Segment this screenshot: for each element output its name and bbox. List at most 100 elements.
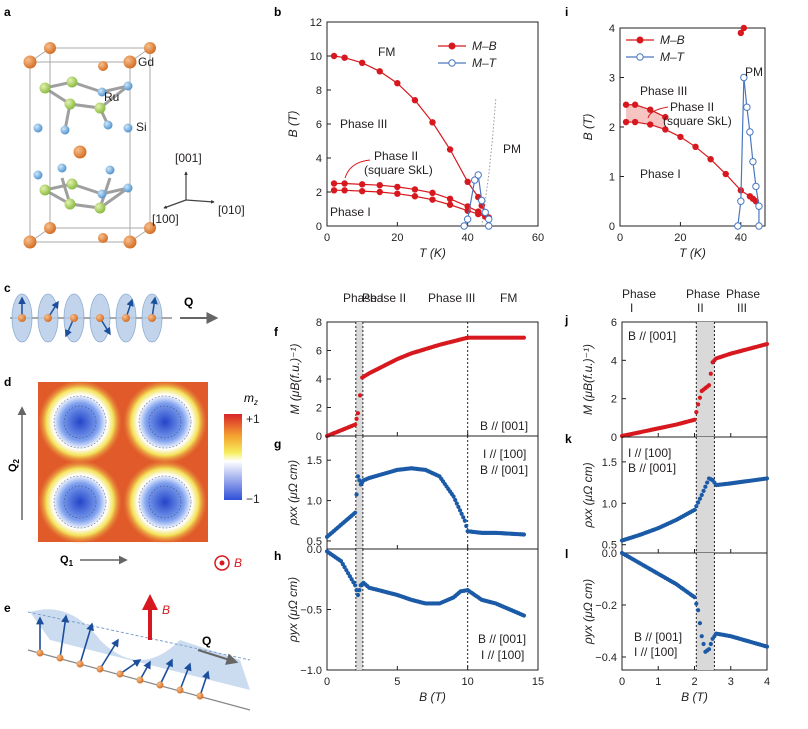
mb-hi-point bbox=[740, 24, 748, 32]
mt-point bbox=[481, 208, 489, 217]
mt-point bbox=[485, 222, 493, 230]
b-phase2: Phase II bbox=[374, 149, 418, 163]
legend-mt-marker bbox=[636, 53, 644, 61]
phase-diagram-b: 0 2 4 6 8 10 12 0 20 40 60 T (K) B (T) M–B M–T FM Phase … bbox=[286, 17, 544, 260]
mb-p2u-line bbox=[626, 104, 666, 118]
legend-mb: M–B bbox=[472, 39, 497, 53]
rho-xx-g: 0.5 1.0 1.5 ρxx (μΩ cm) I // [100] B // [001] bbox=[286, 435, 539, 550]
y-tick-label: 4 bbox=[316, 153, 322, 165]
m-j-point bbox=[706, 383, 712, 388]
b-phase2-pointer bbox=[344, 159, 371, 179]
y-axis-label: B (T) bbox=[581, 114, 595, 141]
mb-fm-point bbox=[376, 68, 383, 75]
rhoxx-g-point bbox=[355, 474, 361, 479]
rhoyx-h-point bbox=[357, 588, 362, 593]
x-axis-label: T (K) bbox=[679, 246, 706, 260]
mb-p2u-point bbox=[358, 181, 366, 188]
panel-letter-h: h bbox=[274, 549, 281, 563]
x-tick-label: 0 bbox=[324, 232, 330, 244]
panel-letter-j: j bbox=[564, 313, 568, 327]
i-phase3: Phase III bbox=[640, 84, 687, 98]
cb-min: −1 bbox=[246, 492, 260, 506]
y-tick-label: 8 bbox=[316, 317, 322, 329]
rhoxx-k-point bbox=[699, 492, 704, 498]
y-tick-label: −1.0 bbox=[300, 665, 322, 677]
mt-point bbox=[755, 222, 763, 230]
mb-p2l-point bbox=[330, 187, 338, 194]
mb-fm-line bbox=[333, 55, 490, 220]
legend-mb-marker bbox=[448, 42, 456, 50]
panel-letter-k: k bbox=[565, 432, 572, 446]
mb-p2u-point bbox=[631, 101, 639, 108]
mb-fm-point bbox=[330, 52, 338, 60]
i-pm: PM bbox=[745, 65, 763, 79]
legend-mt: M–T bbox=[472, 56, 498, 70]
mb-fm-point bbox=[677, 133, 684, 141]
mb-p2l-point bbox=[394, 190, 401, 197]
dir-001: [001] bbox=[175, 151, 202, 165]
e-q-label: Q bbox=[202, 634, 211, 648]
m-f-point bbox=[353, 422, 358, 427]
rhoxx-k-point bbox=[764, 476, 770, 481]
rhoyx-l-point bbox=[764, 644, 770, 649]
j-phase3-b: III bbox=[737, 301, 747, 315]
rho-xx-k: 0.5 1.0 1.5 ρxx (μΩ cm) I // [100]B // [001] bbox=[581, 436, 770, 554]
legend-mt: M–T bbox=[660, 50, 686, 64]
mb-fm-point bbox=[394, 80, 401, 87]
x-tick-label: 0 bbox=[324, 676, 330, 688]
x-tick-label: 40 bbox=[462, 232, 474, 244]
j-phase2-a: Phase bbox=[686, 287, 720, 301]
rhoyx-l-point bbox=[706, 647, 712, 652]
skyrmion-map: Q2 Q1 mz +1 −1 B bbox=[7, 380, 260, 571]
y-axis-label: M (μB(f.u.)⁻¹) bbox=[288, 344, 302, 415]
spin-helix: Q bbox=[10, 293, 219, 343]
mt-point bbox=[474, 171, 482, 179]
b-out-label: B bbox=[234, 556, 242, 570]
b-fm: FM bbox=[378, 45, 395, 59]
phase2-band bbox=[696, 553, 715, 670]
mb-hi-point bbox=[737, 29, 745, 37]
y-axis-label: B (T) bbox=[286, 111, 300, 138]
y-axis-label: ρxx (μΩ cm) bbox=[286, 460, 300, 526]
rhoxx-g-point bbox=[454, 501, 459, 506]
mb-p2l-point bbox=[341, 187, 348, 194]
cb-max: +1 bbox=[246, 412, 260, 426]
y-tick-label: 3 bbox=[609, 73, 615, 85]
m-j-point bbox=[694, 409, 699, 415]
rhoxx-g-point bbox=[457, 508, 463, 513]
rhoyx-l-point bbox=[692, 595, 697, 600]
y-tick-label: 0.0 bbox=[307, 544, 322, 556]
mb-p2u-point bbox=[330, 180, 338, 187]
x-tick-label: 3 bbox=[728, 676, 734, 688]
helix-q-label: Q bbox=[184, 295, 193, 309]
m-j-point bbox=[764, 341, 770, 347]
y-tick-label: 1.5 bbox=[307, 455, 322, 467]
rhoxx-g-point bbox=[353, 510, 358, 515]
mt-point bbox=[463, 215, 472, 223]
j-phase1-a: Phase bbox=[622, 287, 656, 301]
mb-fm-point bbox=[692, 143, 699, 150]
mt-point bbox=[737, 197, 745, 205]
rhoxx-k-point bbox=[703, 484, 708, 489]
phase2-band bbox=[355, 322, 363, 436]
y-tick-label: 0 bbox=[316, 221, 322, 233]
panel-letter-d: d bbox=[4, 375, 11, 389]
legend-mb-marker bbox=[636, 36, 644, 44]
rhoxx-g-point bbox=[354, 492, 359, 497]
mb-fm-point bbox=[622, 118, 630, 126]
mb-p2u-point bbox=[429, 189, 436, 197]
rhoxx-g-point bbox=[521, 532, 527, 537]
mb-fm-point bbox=[647, 121, 654, 128]
rhoxx-k-point bbox=[692, 507, 697, 513]
b-skl: (square SkL) bbox=[364, 163, 433, 177]
y-tick-label: 6 bbox=[316, 119, 322, 131]
rhoxx-k-point bbox=[694, 504, 699, 509]
mt-point bbox=[478, 196, 486, 205]
x-axis-label: B (T) bbox=[681, 690, 708, 704]
mt-point bbox=[749, 157, 757, 166]
gd-atoms bbox=[23, 42, 156, 249]
x-tick-label: 15 bbox=[532, 676, 544, 688]
rhoxx-g-point bbox=[462, 518, 467, 523]
panel-letter-f: f bbox=[274, 325, 279, 339]
